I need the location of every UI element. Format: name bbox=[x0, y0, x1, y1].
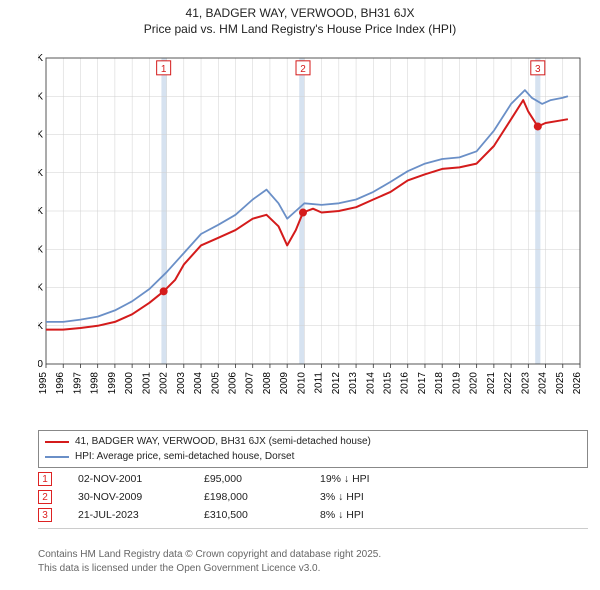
svg-text:2022: 2022 bbox=[503, 372, 514, 395]
event-date: 02-NOV-2001 bbox=[78, 473, 178, 485]
legend-item: 41, BADGER WAY, VERWOOD, BH31 6JX (semi-… bbox=[45, 434, 581, 449]
svg-text:2005: 2005 bbox=[210, 372, 221, 395]
svg-text:£200K: £200K bbox=[38, 206, 43, 217]
event-price: £198,000 bbox=[204, 491, 294, 503]
event-marker-icon: 2 bbox=[38, 490, 52, 504]
svg-text:3: 3 bbox=[535, 64, 541, 75]
svg-text:2018: 2018 bbox=[434, 372, 445, 395]
title-line1: 41, BADGER WAY, VERWOOD, BH31 6JX bbox=[0, 6, 600, 22]
svg-text:1995: 1995 bbox=[38, 372, 49, 395]
svg-text:2014: 2014 bbox=[365, 372, 376, 395]
svg-text:2: 2 bbox=[300, 64, 306, 75]
footer-line1: Contains HM Land Registry data © Crown c… bbox=[38, 548, 588, 562]
svg-text:2011: 2011 bbox=[314, 372, 325, 394]
legend-item: HPI: Average price, semi-detached house,… bbox=[45, 449, 581, 464]
svg-text:2006: 2006 bbox=[227, 372, 238, 395]
event-row: 1 02-NOV-2001 £95,000 19% ↓ HPI bbox=[38, 470, 588, 488]
footer: Contains HM Land Registry data © Crown c… bbox=[38, 548, 588, 575]
svg-text:2003: 2003 bbox=[176, 372, 187, 395]
event-row: 2 30-NOV-2009 £198,000 3% ↓ HPI bbox=[38, 488, 588, 506]
svg-text:2001: 2001 bbox=[141, 372, 152, 395]
svg-text:2020: 2020 bbox=[469, 372, 480, 395]
chart-title: 41, BADGER WAY, VERWOOD, BH31 6JX Price … bbox=[0, 0, 600, 37]
event-date: 30-NOV-2009 bbox=[78, 491, 178, 503]
chart: £0 £50K £100K £150K £200K £250K £300K £350K £400… bbox=[38, 52, 588, 422]
svg-text:1997: 1997 bbox=[72, 372, 83, 395]
footer-line2: This data is licensed under the Open Gov… bbox=[38, 562, 588, 576]
svg-text:£100K: £100K bbox=[38, 283, 43, 294]
svg-text:2016: 2016 bbox=[400, 372, 411, 395]
svg-text:2009: 2009 bbox=[279, 372, 290, 395]
svg-text:2012: 2012 bbox=[331, 372, 342, 395]
svg-text:2019: 2019 bbox=[451, 372, 462, 395]
event-diff: 8% ↓ HPI bbox=[320, 509, 364, 521]
chart-svg: £0 £50K £100K £150K £200K £250K £300K £350K £400… bbox=[38, 52, 588, 422]
svg-text:£150K: £150K bbox=[38, 244, 43, 255]
event-diff: 3% ↓ HPI bbox=[320, 491, 364, 503]
legend: 41, BADGER WAY, VERWOOD, BH31 6JX (semi-… bbox=[38, 430, 588, 468]
events-table: 1 02-NOV-2001 £95,000 19% ↓ HPI 2 30-NOV… bbox=[38, 470, 588, 529]
svg-text:2013: 2013 bbox=[348, 372, 359, 395]
svg-text:2026: 2026 bbox=[572, 372, 583, 395]
event-marker-icon: 1 bbox=[38, 472, 52, 486]
svg-text:2015: 2015 bbox=[383, 372, 394, 395]
svg-text:£250K: £250K bbox=[38, 168, 43, 179]
event-marker-icon: 3 bbox=[38, 508, 52, 522]
svg-text:2023: 2023 bbox=[520, 372, 531, 395]
svg-text:£0: £0 bbox=[38, 359, 43, 370]
svg-text:£50K: £50K bbox=[38, 321, 43, 332]
svg-text:2025: 2025 bbox=[555, 372, 566, 395]
svg-text:2017: 2017 bbox=[417, 372, 428, 395]
event-diff: 19% ↓ HPI bbox=[320, 473, 370, 485]
svg-text:2008: 2008 bbox=[262, 372, 273, 395]
svg-text:£400K: £400K bbox=[38, 53, 43, 64]
svg-text:1996: 1996 bbox=[55, 372, 66, 395]
event-row: 3 21-JUL-2023 £310,500 8% ↓ HPI bbox=[38, 506, 588, 524]
legend-label: 41, BADGER WAY, VERWOOD, BH31 6JX (semi-… bbox=[75, 434, 371, 449]
svg-text:2002: 2002 bbox=[159, 372, 170, 395]
svg-text:2024: 2024 bbox=[538, 372, 549, 395]
event-date: 21-JUL-2023 bbox=[78, 509, 178, 521]
svg-text:2021: 2021 bbox=[486, 372, 497, 395]
svg-text:£350K: £350K bbox=[38, 91, 43, 102]
svg-text:£300K: £300K bbox=[38, 130, 43, 141]
event-price: £310,500 bbox=[204, 509, 294, 521]
svg-text:1998: 1998 bbox=[90, 372, 101, 395]
svg-text:2004: 2004 bbox=[193, 372, 204, 395]
legend-swatch bbox=[45, 456, 69, 458]
svg-text:1: 1 bbox=[161, 64, 167, 75]
svg-text:2007: 2007 bbox=[245, 372, 256, 395]
svg-text:2010: 2010 bbox=[296, 372, 307, 395]
svg-text:1999: 1999 bbox=[107, 372, 118, 395]
title-line2: Price paid vs. HM Land Registry's House … bbox=[0, 22, 600, 38]
event-price: £95,000 bbox=[204, 473, 294, 485]
legend-label: HPI: Average price, semi-detached house,… bbox=[75, 449, 294, 464]
svg-text:2000: 2000 bbox=[124, 372, 135, 395]
legend-swatch bbox=[45, 441, 69, 443]
